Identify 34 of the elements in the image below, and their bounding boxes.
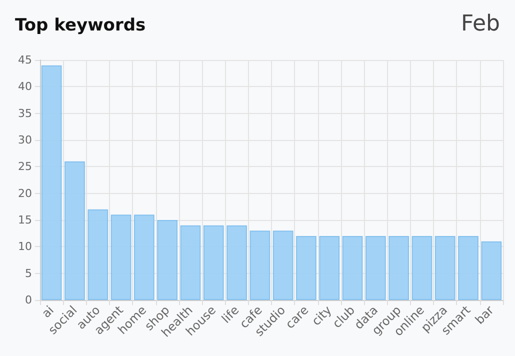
- bar: [134, 214, 154, 300]
- y-tick-label: 40: [18, 80, 32, 94]
- bar: [388, 236, 410, 300]
- y-tick-label: 45: [18, 54, 32, 66]
- bar: [458, 236, 478, 300]
- x-tick-label: life: [218, 303, 242, 326]
- bar: [88, 209, 108, 300]
- y-tick-label: 10: [18, 240, 32, 254]
- bar: [272, 230, 294, 300]
- bar: [412, 236, 432, 300]
- bar: [481, 241, 502, 300]
- y-tick-label: 35: [18, 106, 32, 120]
- bar: [296, 236, 316, 300]
- y-tick-label: 25: [18, 160, 32, 174]
- y-tick-label: 15: [18, 214, 32, 226]
- bar: [157, 220, 178, 300]
- y-tick-label: 0: [25, 294, 32, 306]
- bar: [319, 236, 340, 300]
- y-tick-label: 5: [25, 266, 32, 280]
- chart-title: Top keywords: [15, 16, 146, 36]
- bar: [434, 236, 456, 300]
- bar: [342, 236, 363, 300]
- chart-subtitle: Feb: [461, 12, 500, 36]
- y-tick-label: 20: [18, 186, 32, 200]
- bar: [180, 225, 201, 300]
- bar: [203, 225, 224, 300]
- bar: [64, 161, 85, 300]
- bar: [110, 214, 132, 300]
- bar: [41, 65, 62, 300]
- bar: [365, 236, 386, 300]
- x-tick-label: bar: [472, 303, 496, 328]
- bar: [226, 225, 247, 300]
- y-tick-label: 30: [18, 134, 32, 146]
- bar: [250, 230, 270, 300]
